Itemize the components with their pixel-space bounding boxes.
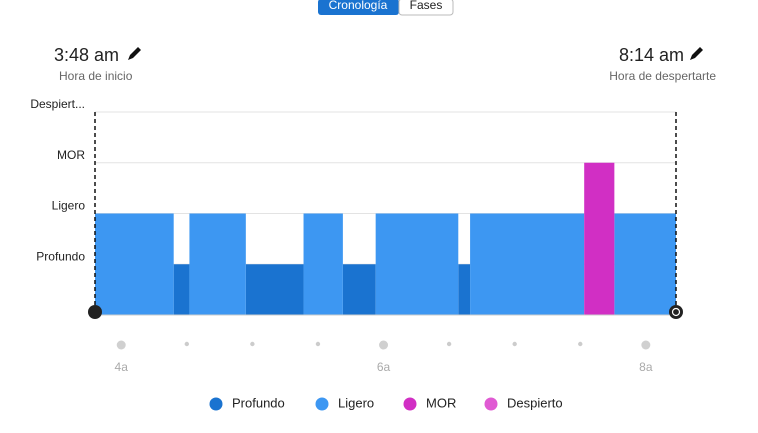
legend-label: MOR	[426, 395, 456, 410]
edit-icon[interactable]	[128, 47, 141, 60]
legend-swatch	[209, 397, 223, 411]
x-tick-dot	[116, 340, 126, 350]
tab-label[interactable]: Cronología	[329, 0, 388, 12]
y-tick-label: MOR	[57, 148, 85, 162]
plot: Profundo Ligero MOR Despiert... 4a 6a 8a Profun…	[30, 97, 683, 411]
x-minor-tick	[315, 341, 321, 347]
sleep-icon	[88, 305, 102, 319]
stage-bar	[95, 213, 174, 315]
legend-label: Despierto	[507, 395, 563, 410]
legend-swatch	[484, 397, 498, 411]
stage-bar	[245, 264, 304, 315]
x-minor-tick	[184, 341, 190, 347]
stage-bar	[189, 213, 246, 315]
x-minor-tick	[446, 341, 452, 347]
alarm-icon-face	[671, 307, 681, 317]
end-label: Hora de despertarte	[609, 69, 716, 83]
legend-swatch	[403, 397, 417, 411]
y-tick-label: Despiert...	[30, 97, 85, 111]
y-tick-label: Ligero	[52, 199, 86, 213]
stage-bar	[458, 264, 471, 315]
x-tick-label: 8a	[639, 360, 653, 374]
stage-bar	[375, 213, 459, 315]
tab[interactable]	[398, 0, 454, 16]
x-tick-label: 6a	[377, 360, 391, 374]
stage-bar	[614, 213, 676, 315]
start-label: Hora de inicio	[59, 69, 133, 83]
stage-bar	[303, 213, 343, 315]
tab-active[interactable]	[318, 0, 399, 15]
legend-swatch	[315, 397, 329, 411]
x-minor-tick	[512, 341, 517, 347]
stage-bar	[470, 213, 585, 315]
edit-icon[interactable]	[690, 47, 703, 60]
start-time: 3:48 am	[54, 45, 119, 65]
end-time: 8:14 am	[619, 45, 684, 65]
x-tick-dot	[379, 340, 389, 350]
legend-label: Ligero	[338, 395, 374, 410]
x-minor-tick	[578, 341, 583, 347]
stage-bar	[584, 162, 615, 315]
tab-label[interactable]: Fases	[410, 0, 443, 12]
stage-bar	[342, 264, 376, 315]
x-tick-dot	[641, 340, 651, 350]
alarm-icon	[669, 305, 683, 319]
x-tick-label: 4a	[115, 360, 129, 374]
x-minor-tick	[250, 341, 255, 347]
legend-label: Profundo	[232, 395, 285, 410]
stage-bar	[173, 264, 190, 315]
y-tick-label: Profundo	[36, 249, 85, 263]
